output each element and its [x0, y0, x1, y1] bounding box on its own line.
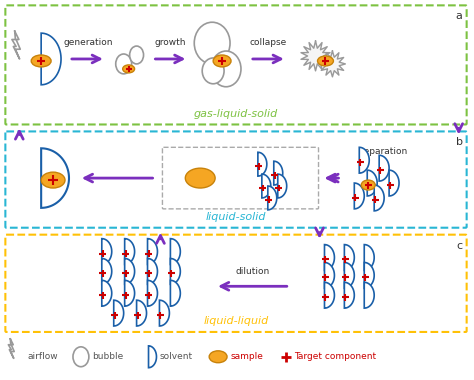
Polygon shape: [41, 33, 61, 85]
Polygon shape: [374, 185, 384, 211]
Ellipse shape: [73, 347, 89, 367]
Polygon shape: [137, 300, 146, 326]
Polygon shape: [359, 147, 369, 173]
Ellipse shape: [123, 65, 135, 73]
Polygon shape: [102, 239, 112, 264]
Polygon shape: [114, 300, 124, 326]
Text: liquid-liquid: liquid-liquid: [203, 316, 269, 326]
Text: Target component: Target component: [294, 352, 376, 361]
Polygon shape: [125, 239, 135, 264]
Text: airflow: airflow: [27, 352, 58, 361]
Polygon shape: [278, 174, 287, 198]
Text: generation: generation: [63, 38, 113, 47]
Polygon shape: [354, 183, 364, 209]
Ellipse shape: [31, 55, 51, 67]
Text: gas-liquid-solid: gas-liquid-solid: [194, 109, 278, 119]
Polygon shape: [159, 300, 169, 326]
Polygon shape: [364, 263, 374, 288]
Text: liquid-solid: liquid-solid: [206, 212, 266, 222]
Ellipse shape: [318, 56, 333, 66]
Text: a: a: [456, 11, 463, 21]
Text: growth: growth: [155, 38, 186, 47]
Polygon shape: [364, 245, 374, 271]
Text: solvent: solvent: [159, 352, 192, 361]
Polygon shape: [325, 282, 335, 308]
Polygon shape: [389, 170, 399, 196]
Polygon shape: [274, 161, 283, 185]
Text: b: b: [456, 138, 463, 147]
Polygon shape: [345, 263, 354, 288]
Text: c: c: [456, 241, 463, 251]
Polygon shape: [147, 239, 157, 264]
Text: collapse: collapse: [249, 38, 286, 47]
Ellipse shape: [185, 168, 215, 188]
Ellipse shape: [211, 51, 241, 87]
Text: dilution: dilution: [236, 268, 270, 276]
Ellipse shape: [41, 172, 65, 188]
Ellipse shape: [361, 180, 375, 190]
Polygon shape: [345, 245, 354, 271]
Polygon shape: [147, 280, 157, 306]
Polygon shape: [364, 282, 374, 308]
Ellipse shape: [116, 54, 132, 74]
Polygon shape: [367, 170, 377, 196]
Polygon shape: [148, 346, 156, 368]
Polygon shape: [147, 258, 157, 284]
Ellipse shape: [129, 46, 144, 64]
Text: separation: separation: [360, 147, 408, 156]
Polygon shape: [170, 258, 180, 284]
Polygon shape: [102, 280, 112, 306]
Polygon shape: [301, 41, 330, 71]
Polygon shape: [325, 263, 335, 288]
Polygon shape: [258, 152, 267, 176]
Text: sample: sample: [230, 352, 263, 361]
Polygon shape: [170, 280, 180, 306]
Polygon shape: [41, 148, 69, 208]
Polygon shape: [268, 186, 277, 210]
Polygon shape: [319, 51, 346, 77]
Text: bubble: bubble: [92, 352, 123, 361]
Polygon shape: [262, 174, 271, 198]
Polygon shape: [379, 155, 389, 181]
Polygon shape: [325, 245, 335, 271]
Polygon shape: [345, 282, 354, 308]
Ellipse shape: [202, 58, 224, 84]
Ellipse shape: [209, 351, 227, 363]
Polygon shape: [125, 280, 135, 306]
Polygon shape: [125, 258, 135, 284]
Ellipse shape: [213, 55, 231, 67]
Polygon shape: [102, 258, 112, 284]
Ellipse shape: [194, 22, 230, 64]
Polygon shape: [170, 239, 180, 264]
